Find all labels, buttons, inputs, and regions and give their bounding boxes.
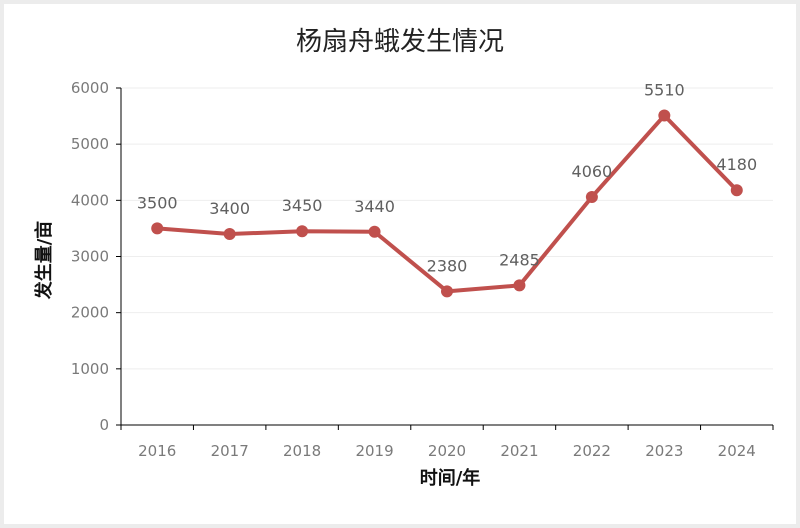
x-axis-title: 时间/年 xyxy=(420,467,481,489)
data-points xyxy=(151,109,743,298)
x-tick-label: 2024 xyxy=(718,442,756,460)
y-tick-label: 1000 xyxy=(71,360,109,378)
data-label: 3500 xyxy=(137,193,178,212)
data-point xyxy=(151,222,164,235)
y-tick-labels: 0 1000 2000 3000 4000 5000 6000 xyxy=(71,79,109,434)
x-tick-label: 2017 xyxy=(211,442,249,460)
axes xyxy=(116,87,774,430)
x-tick-labels: 2016 2017 2018 2019 2020 2021 2022 2023 2024 xyxy=(138,442,756,460)
data-label: 3450 xyxy=(282,196,323,215)
data-label: 3400 xyxy=(209,199,250,218)
x-tick-label: 2018 xyxy=(283,442,321,460)
data-point xyxy=(658,109,671,122)
data-point xyxy=(441,285,453,298)
gridlines xyxy=(121,87,773,370)
y-tick-label: 0 xyxy=(99,416,109,434)
data-label: 4060 xyxy=(572,162,613,181)
data-point xyxy=(585,190,598,203)
y-tick-label: 3000 xyxy=(71,248,109,266)
data-label: 5510 xyxy=(644,81,685,100)
chart-title: 杨扇舟蛾发生情况 xyxy=(296,27,504,57)
y-tick-label: 4000 xyxy=(71,191,109,209)
data-label: 4180 xyxy=(716,155,757,174)
x-tick-label: 2023 xyxy=(645,442,683,460)
data-point xyxy=(223,228,236,241)
data-labels: 3500 3400 3450 3440 2380 2485 4060 5510 4180 xyxy=(137,81,757,276)
x-tick-label: 2021 xyxy=(500,442,538,460)
data-label: 2485 xyxy=(499,250,540,269)
x-tick-label: 2022 xyxy=(573,442,611,460)
y-tick-label: 2000 xyxy=(71,304,109,322)
x-tick-label: 2020 xyxy=(428,442,466,460)
data-point xyxy=(296,225,309,238)
x-tick-label: 2019 xyxy=(355,442,393,460)
chart-frame: 杨扇舟蛾发生情况 0 1000 2000 3000 4000 5000 6000 2016 2… xyxy=(4,4,796,524)
data-point xyxy=(368,225,381,238)
y-tick-label: 6000 xyxy=(71,79,109,97)
data-point xyxy=(513,279,526,292)
data-point xyxy=(730,184,743,197)
y-axis-title: 发生量/亩 xyxy=(33,221,55,301)
x-tick-label: 2016 xyxy=(138,442,176,460)
y-tick-label: 5000 xyxy=(71,135,109,153)
data-label: 3440 xyxy=(354,197,395,216)
data-label: 2380 xyxy=(427,256,468,275)
